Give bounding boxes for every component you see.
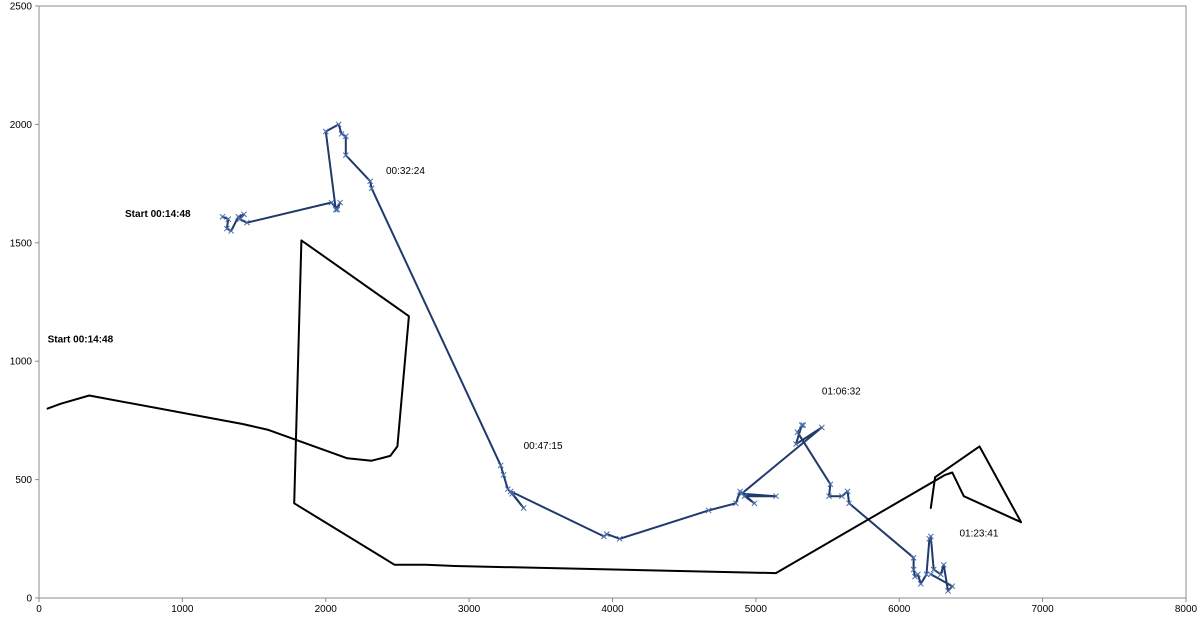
data-point-marker (223, 225, 230, 232)
y-tick-label: 1500 (10, 238, 33, 249)
y-tick-label: 0 (26, 594, 32, 605)
data-point-marker (800, 422, 807, 429)
data-point-marker (500, 471, 507, 478)
x-tick-label: 4000 (601, 604, 624, 615)
y-tick-label: 2000 (10, 120, 33, 131)
data-point-marker (945, 587, 951, 594)
data-point-marker (923, 571, 930, 578)
data-point-marker (342, 152, 349, 159)
data-point-marker (616, 535, 623, 542)
y-tick-label: 1000 (10, 357, 33, 368)
data-point-marker (738, 490, 745, 497)
data-point-marker (940, 561, 947, 568)
data-point-marker (838, 493, 845, 500)
data-point-marker (930, 566, 937, 573)
annotation-label: 00:47:15 (524, 441, 563, 452)
tick-labels: 0 1000 2000 3000 4000 5000 6000 7000 8000 0 500 100… (10, 2, 1198, 616)
data-point-marker (910, 566, 917, 573)
data-point-marker (914, 571, 921, 578)
data-point-marker (225, 216, 232, 223)
x-tick-label: 1000 (171, 604, 194, 615)
data-point-marker (751, 500, 758, 507)
data-point-marker (332, 206, 339, 213)
x-tick-label: 3000 (458, 604, 481, 615)
axes (35, 5, 1187, 602)
data-point-marker (818, 424, 825, 431)
data-point-marker (338, 130, 345, 137)
y-tick-label: 2500 (10, 2, 33, 13)
data-point-marker (322, 128, 329, 135)
x-tick-label: 5000 (745, 604, 768, 615)
data-point-marker (520, 505, 527, 511)
data-point-marker (241, 211, 247, 218)
data-point-marker (846, 500, 853, 507)
data-point-marker (328, 199, 335, 206)
data-point-marker (228, 228, 235, 234)
data-point-marker (334, 206, 341, 213)
data-point-marker (705, 507, 712, 514)
data-point-marker (844, 488, 851, 495)
data-point-marker (497, 462, 504, 469)
data-point-marker (826, 493, 832, 500)
data-point-marker (219, 213, 226, 220)
annotations-layer: Start 00:14:48 00:32:24 Start 00:14:48 00:4… (48, 166, 999, 539)
data-point-marker (507, 488, 514, 495)
annotation-label: 01:06:32 (822, 386, 861, 397)
data-point-marker (794, 429, 801, 436)
data-point-marker (335, 121, 342, 128)
series-line-1 (221, 123, 954, 592)
x-tick-label: 8000 (1175, 604, 1198, 615)
annotation-label: 01:23:41 (959, 528, 998, 539)
data-point-marker (798, 422, 805, 429)
data-point-marker (937, 571, 944, 578)
x-tick-label: 0 (36, 604, 42, 615)
data-point-marker (949, 583, 956, 590)
annotation-label: 00:32:24 (386, 166, 425, 177)
x-tick-label: 2000 (315, 604, 338, 615)
data-point-marker (927, 571, 934, 578)
data-point-marker (732, 500, 739, 507)
data-point-marker (236, 216, 243, 223)
y-tick-label: 500 (15, 475, 32, 486)
data-point-marker (243, 219, 250, 226)
data-point-marker (927, 533, 934, 540)
series-line-2 (46, 239, 1023, 575)
series-layer (46, 121, 1023, 594)
data-point-marker (793, 441, 799, 448)
data-point-marker (337, 199, 344, 206)
annotation-label: Start 00:14:48 (48, 334, 114, 345)
data-point-marker (603, 531, 610, 538)
x-tick-label: 7000 (1032, 604, 1055, 615)
data-point-marker (917, 580, 924, 587)
data-point-marker (367, 178, 374, 185)
data-point-marker (368, 185, 375, 192)
data-point-marker (772, 493, 779, 500)
x-tick-label: 6000 (888, 604, 911, 615)
data-point-marker (910, 554, 917, 561)
data-point-marker (342, 133, 349, 140)
annotation-label: Start 00:14:48 (125, 209, 191, 220)
data-point-marker (827, 481, 834, 488)
